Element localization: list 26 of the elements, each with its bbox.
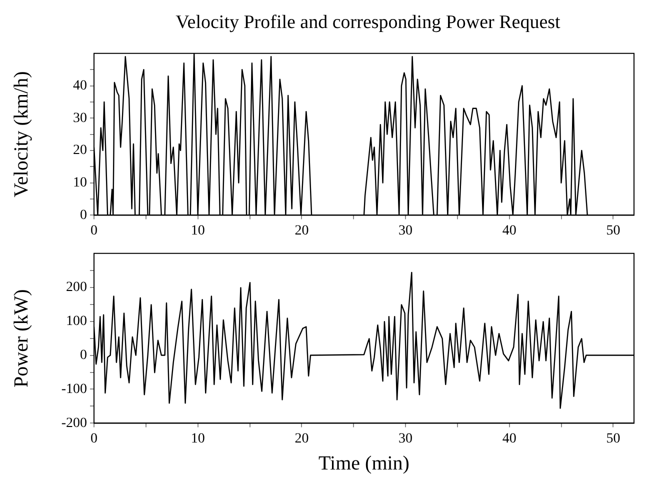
y-tick-label: 30 <box>73 110 87 126</box>
y-axis-title: Power (kW) <box>10 289 32 388</box>
x-tick-label: 50 <box>606 431 620 446</box>
x-tick-label: 40 <box>502 431 516 446</box>
y-tick-label: 10 <box>73 176 87 191</box>
y-tick-label: -200 <box>61 416 87 431</box>
x-tick-label: 0 <box>90 431 98 446</box>
y-tick-label: 0 <box>80 348 87 363</box>
x-tick-label: 10 <box>190 223 205 238</box>
x-tick-label: 40 <box>502 223 516 238</box>
y-tick-label: 20 <box>73 143 87 158</box>
y-tick-label: 200 <box>66 280 87 296</box>
x-tick-label: 30 <box>398 223 413 238</box>
x-tick-label: 50 <box>606 223 620 238</box>
x-tick-label: 0 <box>90 223 98 238</box>
y-tick-label: 0 <box>80 208 87 223</box>
x-tick-label: 10 <box>190 431 205 446</box>
x-tick-label: 20 <box>294 431 309 446</box>
y-tick-label: 100 <box>66 314 87 329</box>
x-tick-label: 30 <box>398 431 413 446</box>
y-tick-label: 40 <box>73 78 87 94</box>
y-axis-title: Velocity (km/h) <box>10 71 32 198</box>
x-axis-title: Time (min) <box>318 452 410 474</box>
y-tick-label: -100 <box>61 382 87 397</box>
x-tick-label: 20 <box>294 223 309 238</box>
chart-title: Velocity Profile and corresponding Power Request <box>174 11 562 35</box>
